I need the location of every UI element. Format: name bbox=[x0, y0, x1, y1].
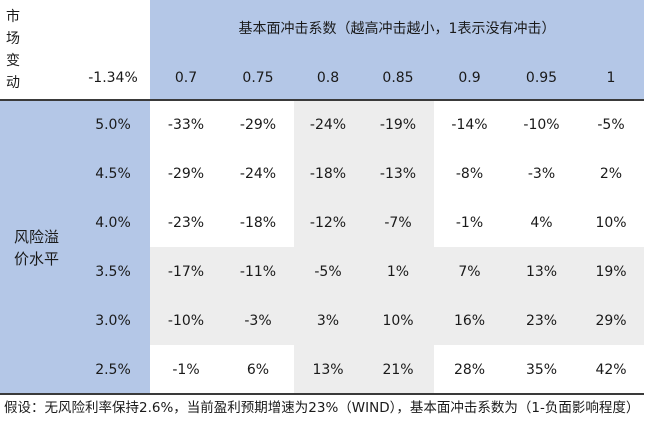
premium-label: 2.5% bbox=[95, 361, 131, 378]
table-cell: 7% bbox=[434, 247, 505, 296]
table-cell: 3% bbox=[294, 296, 362, 345]
table-cell: -10% bbox=[150, 296, 222, 345]
side-label-line: 价水平 bbox=[14, 250, 60, 268]
coefficient-header: 0.7 bbox=[150, 56, 222, 100]
premium-label: 4.5% bbox=[95, 165, 131, 182]
table-cell: 28% bbox=[453, 361, 486, 378]
footnote: 假设：无风险利率保持2.6%，当前盈利预期增速为23%（WIND），基本面冲击系… bbox=[4, 400, 640, 416]
table-cell: -3% bbox=[527, 165, 556, 182]
bottom-rule bbox=[0, 393, 644, 395]
premium-label: 3.0% bbox=[95, 312, 131, 329]
table-cell: -19% bbox=[362, 100, 434, 149]
coefficient-header: 1 bbox=[578, 56, 644, 100]
table-cell: 2% bbox=[599, 165, 623, 182]
table-cell: 6% bbox=[246, 361, 270, 378]
side-label: 风险溢 价水平 bbox=[14, 226, 84, 270]
table-cell: -33% bbox=[167, 116, 205, 133]
coefficient-header: 0.8 bbox=[294, 56, 362, 100]
table-cell: 16% bbox=[434, 296, 505, 345]
table-cell: -7% bbox=[362, 198, 434, 247]
table-cell: 23% bbox=[505, 296, 578, 345]
table-cell: 10% bbox=[595, 214, 627, 231]
side-label-line: 风险溢 bbox=[14, 228, 60, 246]
table-cell: -5% bbox=[294, 247, 362, 296]
table-cell: -5% bbox=[597, 116, 625, 133]
table-cell: 10% bbox=[362, 296, 434, 345]
table-cell: -10% bbox=[523, 116, 560, 133]
table-cell: 42% bbox=[595, 361, 627, 378]
premium-label: 5.0% bbox=[95, 116, 131, 133]
table-cell: -29% bbox=[239, 116, 277, 133]
coefficient-header: 0.95 bbox=[505, 56, 578, 100]
corner-label: 市场 变动 bbox=[6, 6, 20, 94]
coefficient-header: 0.75 bbox=[222, 56, 294, 100]
table-cell: 13% bbox=[505, 247, 578, 296]
table-cell: -24% bbox=[239, 165, 277, 182]
premium-label: 4.0% bbox=[95, 214, 131, 231]
table-cell: -11% bbox=[222, 247, 294, 296]
table-cell: -23% bbox=[167, 214, 205, 231]
table-cell: -14% bbox=[451, 116, 488, 133]
coefficient-header: 0.85 bbox=[362, 56, 434, 100]
table-cell: -13% bbox=[362, 149, 434, 198]
table-cell: -18% bbox=[239, 214, 277, 231]
table-cell: -12% bbox=[294, 198, 362, 247]
table-cell: 35% bbox=[525, 361, 558, 378]
table-cell: -17% bbox=[150, 247, 222, 296]
table-cell: -24% bbox=[294, 100, 362, 149]
premium-label: 3.5% bbox=[95, 263, 131, 280]
coefficient-header: 0.9 bbox=[434, 56, 505, 100]
table-cell: -8% bbox=[455, 165, 484, 182]
header-title: 基本面冲击系数（越高冲击越小，1表示没有冲击） bbox=[150, 0, 644, 56]
corner-label-line: 变动 bbox=[6, 53, 20, 91]
row-label-column bbox=[0, 100, 150, 394]
table-cell: -3% bbox=[222, 296, 294, 345]
table-cell: 29% bbox=[578, 296, 644, 345]
table-cell: 21% bbox=[362, 345, 434, 394]
header-rule bbox=[0, 99, 644, 101]
table-cell: -1% bbox=[172, 361, 200, 378]
table-cell: -29% bbox=[167, 165, 205, 182]
table-cell: 4% bbox=[530, 214, 553, 231]
table-cell: 13% bbox=[294, 345, 362, 394]
table-cell: -1% bbox=[455, 214, 484, 231]
corner-label-line: 市场 bbox=[6, 9, 20, 47]
table-cell: -18% bbox=[294, 149, 362, 198]
table-cell: 19% bbox=[578, 247, 644, 296]
corner-value: -1.34% bbox=[88, 70, 138, 86]
table-cell: 1% bbox=[362, 247, 434, 296]
